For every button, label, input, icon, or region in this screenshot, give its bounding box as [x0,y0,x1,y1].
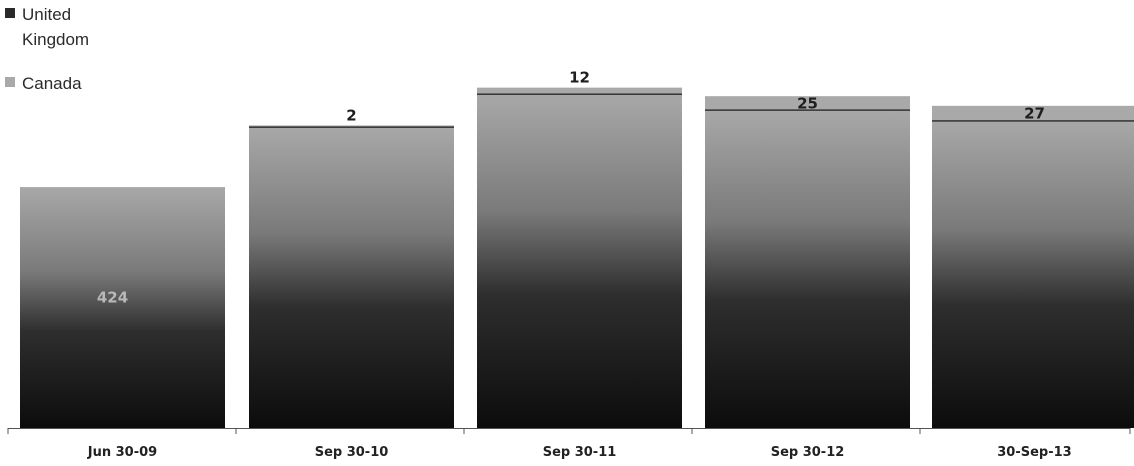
x-tick-label-30-sep-13: 30-Sep-13 [997,445,1071,460]
legend-item-canada: Canada [5,74,82,93]
data-label-canada-sep-30-10: 2 [346,106,356,124]
x-tick-label-sep-30-12: Sep 30-12 [771,445,845,460]
x-tick-label-jun-30-09: Jun 30-09 [87,445,157,460]
bar-canada-sep-30-12 [705,96,910,111]
bar-segment-divider-30-sep-13 [932,120,1134,122]
bar-segment-divider-sep-30-11 [477,93,682,95]
bar-canada-sep-30-11 [477,87,682,95]
chart-plot-area: 424 2 12 25 27 [20,69,1134,429]
bar-canada-30-sep-13 [932,105,1134,122]
legend-label-canada: Canada [22,74,82,93]
bar-base-30-sep-13 [932,121,1134,428]
legend-label-united-kingdom-line2: Kingdom [22,30,89,49]
legend-item-united-kingdom: United Kingdom [5,5,89,49]
data-label-canada-sep-30-12: 25 [797,94,818,112]
chart-legend: United Kingdom Canada [5,5,89,93]
bar-base-sep-30-12 [705,110,910,429]
legend-label-united-kingdom-line1: United [22,5,71,24]
x-axis: Jun 30-09 Sep 30-10 Sep 30-11 Sep 30-12 30-S… [7,428,1131,460]
x-tick-label-sep-30-10: Sep 30-10 [315,445,389,460]
bar-base-sep-30-10 [249,127,454,428]
data-label-base-jun-30-09: 424 [97,289,128,307]
legend-swatch-canada [5,77,15,87]
legend-swatch-united-kingdom [5,8,15,18]
bar-base-jun-30-09 [20,187,225,428]
bar-base-sep-30-11 [477,94,682,428]
bar-segment-divider-sep-30-12 [705,109,910,111]
data-label-canada-sep-30-11: 12 [569,69,590,87]
x-tick-label-sep-30-11: Sep 30-11 [543,445,617,460]
data-label-canada-30-sep-13: 27 [1024,105,1045,123]
bar-segment-divider-sep-30-10 [249,126,454,128]
